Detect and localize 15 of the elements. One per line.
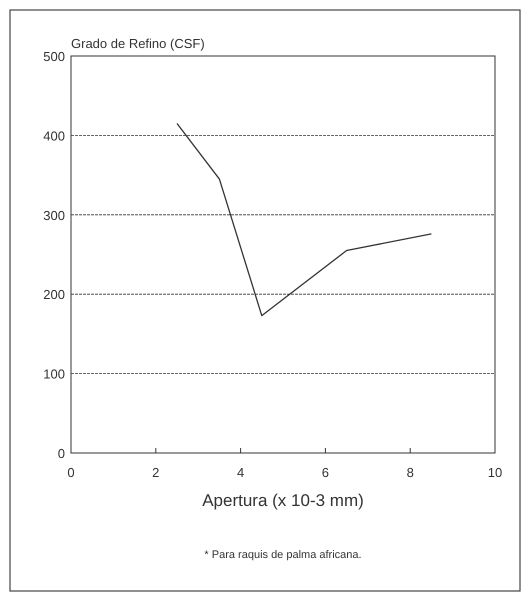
y-tick-label: 200 xyxy=(43,287,65,302)
y-tick-label: 100 xyxy=(43,366,65,382)
x-tick-label: 4 xyxy=(236,465,244,480)
x-tick-label: 2 xyxy=(152,465,160,480)
x-tick-label: 8 xyxy=(406,465,414,480)
y-tick-label: 0 xyxy=(58,446,65,461)
text: * Para raquis de palma africana. xyxy=(204,549,362,561)
x-tick-label: 0 xyxy=(67,465,75,480)
y-tick-label: 400 xyxy=(43,128,65,144)
y-tick-label: 500 xyxy=(43,49,65,64)
y-tick-label: 300 xyxy=(43,208,65,223)
x-tick-label: 6 xyxy=(322,465,330,480)
y-axis-title: Grado de Refino (CSF) xyxy=(71,36,205,51)
x-axis-title: Apertura (x 10-3 mm) xyxy=(202,491,364,510)
x-tick-label: 10 xyxy=(488,465,502,480)
